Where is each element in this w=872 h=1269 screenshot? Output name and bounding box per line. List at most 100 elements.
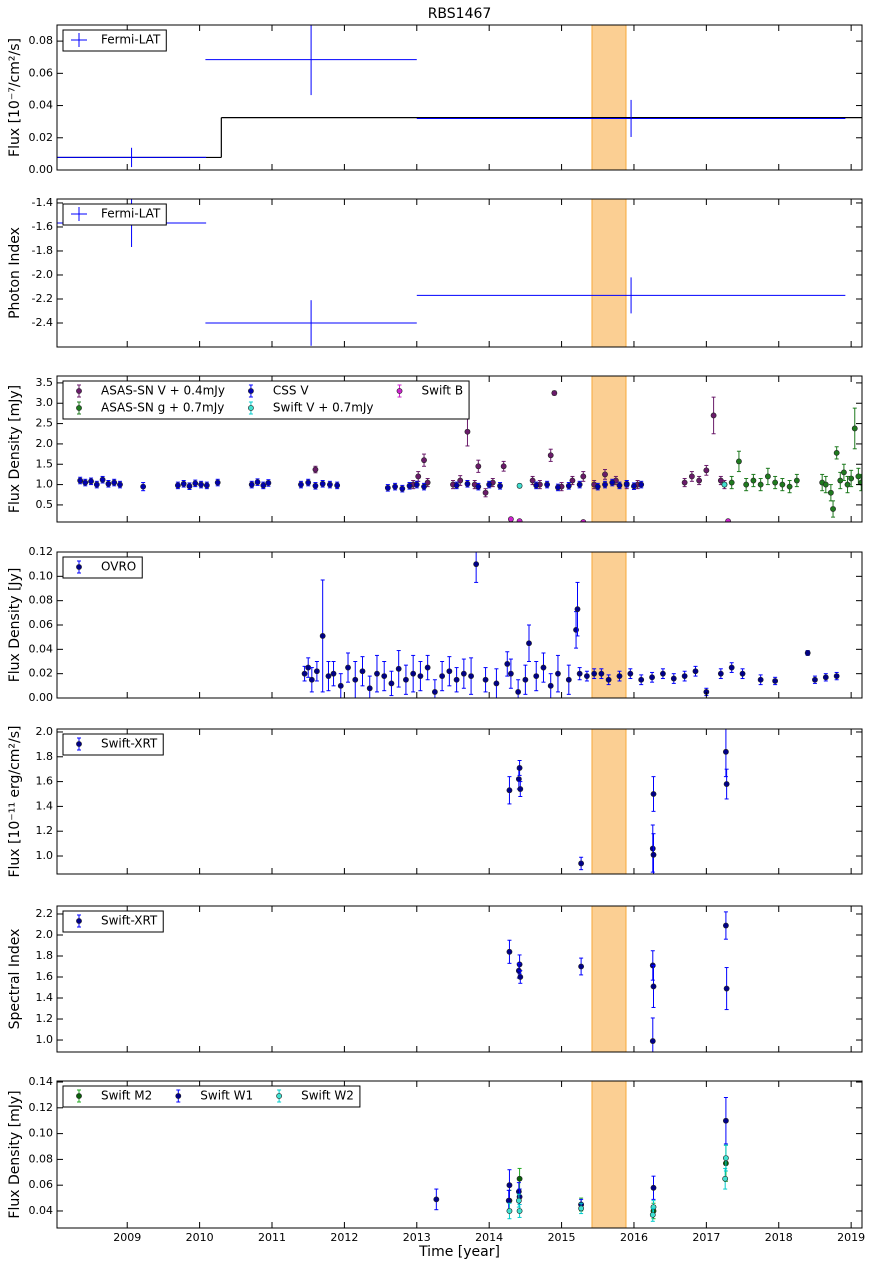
y-tick-label: 0.00 [29,163,54,176]
marker [475,483,482,490]
legend-box [62,910,164,933]
marker [308,676,315,683]
marker [381,673,388,679]
marker [140,483,147,490]
legend-box [62,29,167,52]
marker [517,974,524,980]
marker [406,482,413,489]
plot-area [57,199,846,347]
marker [334,482,341,489]
y-tick-label: 0.10 [29,1127,54,1140]
marker [578,963,585,970]
marker [319,480,326,487]
marker [507,516,514,522]
marker [505,1197,512,1204]
y-axis-label: Spectral Index [7,929,23,1030]
marker [516,482,523,489]
marker [757,481,764,488]
marker [359,668,366,675]
marker [841,469,847,476]
marker [413,481,420,488]
y-tick-label: 0.5 [36,498,54,511]
marker [352,676,359,683]
marker [424,479,431,486]
marker [506,787,513,794]
marker [555,670,561,677]
marker [723,985,730,992]
x-tick-label: 2014 [475,1231,503,1244]
marker [833,449,840,456]
x-axis-label: Time [year] [418,1244,500,1260]
marker [203,482,210,489]
marker [812,676,818,683]
legend-label: Swift-XRT [101,737,158,751]
marker [638,676,645,683]
marker [844,481,851,488]
y-tick-label: 1.8 [36,750,54,763]
legend-glyph [175,1093,182,1099]
y-tick-label: 0.10 [29,569,54,582]
marker [388,680,395,687]
marker [374,670,380,677]
marker [725,518,731,522]
axes-frame [56,905,863,1053]
marker [565,482,572,489]
marker [468,673,474,679]
legend-label: OVRO [101,560,136,574]
y-tick-label: 0.00 [29,691,54,704]
y-tick-label: 2.5 [36,417,54,430]
y-tick-label: 1.6 [36,775,54,788]
legend: Fermi-LAT [62,203,167,226]
x-tick-label: 2010 [186,1231,214,1244]
marker [493,680,500,687]
marker [533,673,540,679]
marker [214,479,221,486]
marker [312,482,319,489]
y-tick-label: 2.2 [36,907,54,920]
marker [313,668,320,675]
plot-area [301,552,840,698]
legend: Swift-XRT [62,733,164,756]
plot-area [506,906,730,1052]
y-axis-label: Photon Index [7,227,23,319]
marker [649,845,656,852]
y-tick-label: 0.02 [29,131,54,144]
legend: ASAS-SN V + 0.4mJy ASAS-SN g + 0.7mJy CSS … [62,380,470,420]
marker [721,481,728,488]
marker [576,670,583,677]
highlight-band [591,25,627,170]
legend-glyph [76,388,82,394]
marker [779,481,786,488]
marker [366,685,373,692]
marker [515,1188,522,1195]
marker [833,673,840,679]
marker [516,1175,523,1182]
y-tick-label: -1.4 [32,196,53,209]
marker [82,479,89,486]
legend-label: Fermi-LAT [101,207,161,221]
marker [723,1155,729,1162]
marker [822,481,829,488]
marker [650,983,657,990]
y-tick-label: 3.0 [36,396,54,409]
marker [105,480,112,487]
marker [497,482,503,489]
marker [327,481,333,488]
marker [301,670,308,677]
marker [650,851,657,858]
marker [337,682,344,689]
marker [750,477,757,484]
marker [804,650,811,656]
marker [728,664,735,671]
y-tick-label: 1.4 [36,799,54,812]
y-tick-label: 2.0 [36,928,54,941]
marker [384,484,391,491]
marker [848,475,855,482]
x-tick-label: 2017 [692,1231,720,1244]
marker [786,483,793,490]
plot-area [433,1081,729,1228]
marker [446,668,453,675]
marker [723,922,729,929]
marker [417,673,424,679]
